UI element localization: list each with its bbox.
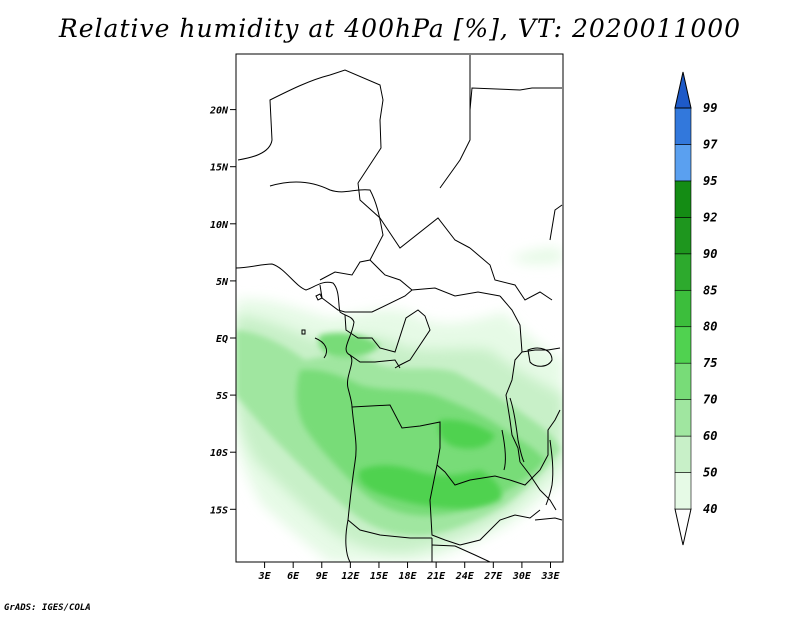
colorbar-segment — [674, 472, 692, 510]
colorbar-segment — [674, 435, 692, 473]
colorbar-segment — [674, 217, 692, 255]
colorbar-label: 75 — [703, 356, 717, 370]
lon-label: 21E — [426, 571, 446, 582]
map-title: Relative humidity at 400hPa [%], VT: 202… — [58, 14, 742, 43]
colorbar-segment — [674, 253, 692, 291]
grads-credit: GrADS: IGES/COLA — [4, 603, 91, 613]
colorbar-label: 70 — [703, 393, 717, 407]
colorbar-label: 40 — [703, 502, 717, 516]
colorbar-label: 50 — [703, 466, 717, 480]
map-frame — [235, 53, 564, 563]
colorbar-label: 90 — [703, 247, 717, 261]
lon-label: 30E — [512, 571, 532, 582]
lon-label: 9E — [316, 571, 329, 582]
colorbar-label: 99 — [703, 101, 717, 115]
lon-label: 3E — [258, 571, 272, 582]
lon-label: 6E — [287, 571, 300, 582]
lat-label: 10N — [210, 220, 229, 231]
colorbar-label: 85 — [703, 283, 717, 297]
colorbar-label: 80 — [703, 320, 717, 334]
axis-ticks — [230, 109, 551, 568]
country-borders — [236, 55, 563, 562]
colorbar-label: 97 — [703, 137, 718, 151]
colorbar-label: 92 — [703, 210, 717, 224]
lat-label: 5S — [216, 391, 228, 402]
lat-label: EQ — [216, 334, 228, 345]
colorbar-segment — [674, 180, 692, 218]
colorbar-segment — [674, 289, 692, 328]
lat-label: 20N — [209, 106, 229, 117]
colorbar-upper-arrow — [674, 71, 692, 109]
lon-label: 24E — [455, 571, 475, 582]
lon-label: 15E — [370, 571, 389, 582]
colorbar-label: 95 — [703, 174, 717, 188]
lon-label: 27E — [483, 571, 503, 582]
lon-label: 18E — [399, 571, 418, 582]
humidity-75-region — [358, 419, 502, 509]
colorbar-lower-arrow — [674, 508, 692, 546]
longitude-labels: 3E 6E 9E 12E 15E 18E 21E 24E 27E 30E 33E — [258, 571, 561, 582]
lon-label: 33E — [540, 571, 560, 582]
colorbar-segment — [674, 362, 692, 400]
colorbar-label: 60 — [703, 429, 717, 443]
lat-label: 5N — [216, 277, 229, 288]
colorbar-segment — [674, 144, 692, 182]
lon-label: 12E — [341, 571, 360, 582]
lat-label: 15N — [210, 163, 229, 174]
colorbar-segment — [674, 326, 692, 364]
lat-label: 10S — [210, 448, 228, 459]
humidity-field — [236, 247, 563, 562]
latitude-labels: 20N 15N 10N 5N EQ 5S 10S 15S — [209, 106, 229, 517]
colorbar: 40 50 60 70 75 80 85 90 92 95 97 99 — [674, 71, 718, 546]
lat-label: 15S — [210, 505, 228, 516]
colorbar-segment — [674, 107, 692, 145]
colorbar-segment — [674, 399, 692, 437]
